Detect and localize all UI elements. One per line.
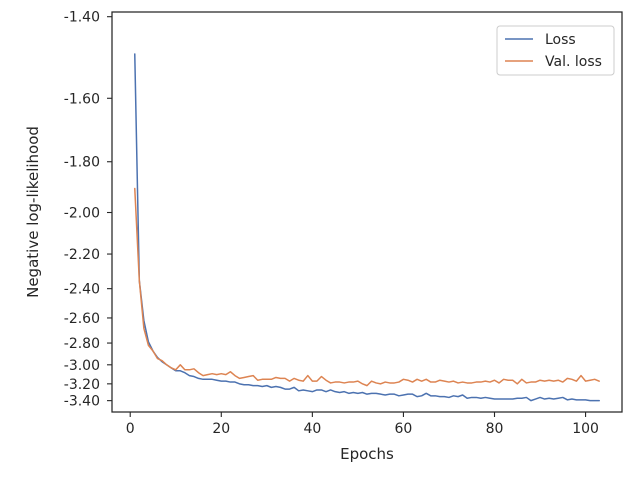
x-tick-label: 0 (126, 421, 135, 437)
x-tick-label: 40 (303, 421, 321, 437)
y-tick-label: -2.00 (64, 206, 100, 222)
legend-label-2: Val. loss (545, 54, 602, 70)
series-line-2 (134, 187, 600, 387)
y-axis-label: Negative log-likelihood (24, 126, 42, 298)
y-tick-label: -1.60 (64, 91, 100, 107)
legend-label-1: Loss (545, 32, 576, 48)
y-tick-label: -1.40 (64, 10, 100, 26)
x-axis-label: Epochs (340, 445, 394, 463)
x-axis-ticks: 0 20 40 60 80 100 (126, 412, 599, 437)
y-tick-label: -2.20 (64, 247, 100, 263)
y-tick-label: -3.20 (64, 377, 100, 393)
y-tick-label: -2.60 (64, 311, 100, 327)
y-tick-label: -3.40 (64, 394, 100, 410)
x-tick-label: 20 (212, 421, 230, 437)
x-tick-label: 60 (395, 421, 413, 437)
y-tick-label: -2.80 (64, 336, 100, 352)
y-axis-ticks: -1.40 -1.60 -1.80 -2.00 -2.20 -2.40 -2.60 -2.80… (64, 10, 112, 410)
series-layer (134, 53, 600, 402)
y-tick-label: -1.80 (64, 155, 100, 171)
x-tick-label: 100 (572, 421, 599, 437)
y-tick-label: -3.00 (64, 358, 100, 374)
y-tick-label: -2.40 (64, 282, 100, 298)
x-tick-label: 80 (486, 421, 504, 437)
series-line-1 (134, 53, 600, 402)
legend: Loss Val. loss (496, 25, 615, 76)
